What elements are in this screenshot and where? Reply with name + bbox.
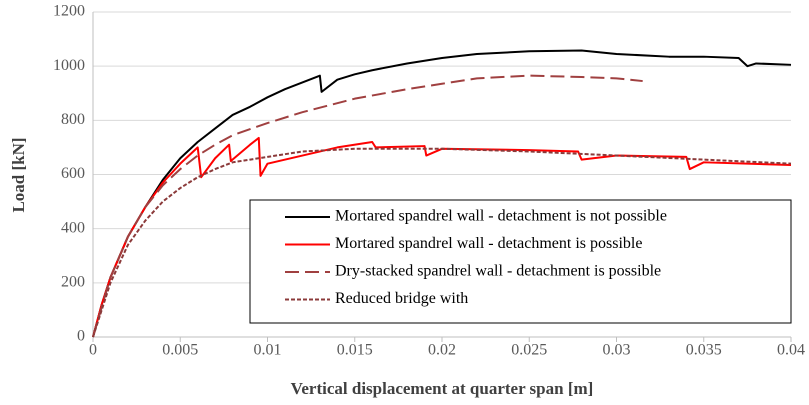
x-tick-label: 0.005 xyxy=(162,342,198,359)
x-tick-label: 0.02 xyxy=(428,342,456,359)
legend-label: Mortared spandrel wall - detachment is p… xyxy=(335,235,642,252)
y-axis-title: Load [kN] xyxy=(9,137,28,212)
y-tick-label: 1200 xyxy=(53,3,85,20)
series-line xyxy=(92,74,643,338)
x-axis-title: Vertical displacement at quarter span [m… xyxy=(291,379,594,398)
series-line xyxy=(92,147,792,338)
legend-box xyxy=(249,199,792,324)
x-tick-label: 0.03 xyxy=(603,342,631,359)
y-tick-label: 1000 xyxy=(53,57,85,74)
legend-label: Mortared spandrel wall - detachment is n… xyxy=(335,208,667,225)
legend-label: Dry-stacked spandrel wall - detachment i… xyxy=(335,263,661,280)
x-tick-label: 0.035 xyxy=(686,342,722,359)
series-line xyxy=(92,49,792,338)
series-line xyxy=(92,136,792,338)
x-tick-label: 0.015 xyxy=(337,342,373,359)
legend-label: Reduced bridge with xyxy=(335,290,468,307)
x-tick-label: 0.025 xyxy=(511,342,547,359)
x-tick-label: 0.01 xyxy=(254,342,282,359)
y-tick-label: 400 xyxy=(61,219,85,236)
x-tick-label: 0.04 xyxy=(777,342,805,359)
y-tick-label: 800 xyxy=(61,111,85,128)
y-tick-label: 0 xyxy=(77,328,85,345)
x-tick-label: 0 xyxy=(89,342,97,359)
legend: Mortared spandrel wall - detachment is n… xyxy=(249,199,792,324)
y-tick-label: 200 xyxy=(61,274,85,291)
y-tick-label: 600 xyxy=(61,165,85,182)
